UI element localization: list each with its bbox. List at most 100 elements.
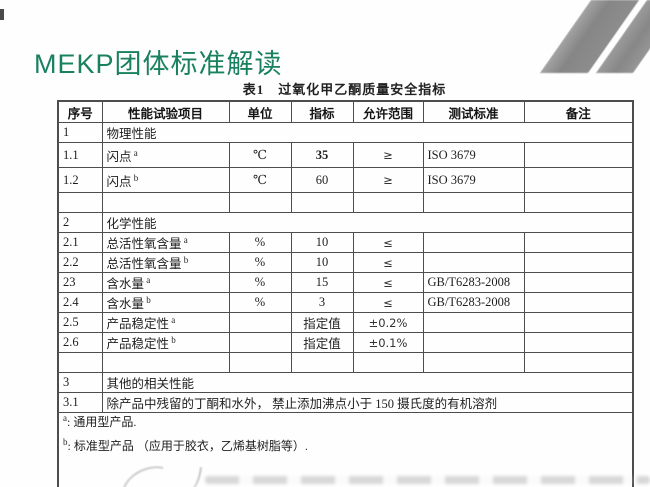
cell-empty bbox=[352, 192, 424, 213]
cell-range: ≥ bbox=[352, 142, 424, 168]
cell-no: 2.6 bbox=[57, 332, 103, 353]
cell-item: 总活性氧含量 b bbox=[101, 252, 230, 273]
cell-section-title: 物理性能 bbox=[101, 122, 634, 143]
cell-empty bbox=[101, 192, 230, 213]
cell-remark bbox=[523, 272, 634, 293]
cell-empty bbox=[422, 192, 525, 213]
cell-standard: ISO 3679 bbox=[422, 167, 525, 193]
scan-artifact bbox=[0, 9, 4, 20]
cell-no: 3.1 bbox=[57, 392, 103, 413]
cell-no: 2.5 bbox=[57, 312, 103, 333]
cell-indicator: 60 bbox=[290, 167, 354, 193]
cell-span-text: 除产品中残留的丁酮和水外， 禁止添加沸点小于 150 摄氏度的有机溶剂 bbox=[101, 392, 634, 413]
cell-item: 产品稳定性 a bbox=[101, 312, 230, 333]
table-row: 2.4 含水量 b% 3 ≤ GB/T6283-2008 bbox=[57, 292, 634, 313]
cell-range: ≤ bbox=[352, 292, 424, 313]
cell-remark bbox=[523, 292, 634, 313]
cell-no: 1.2 bbox=[57, 167, 103, 193]
cell-no: 1 bbox=[57, 122, 103, 143]
table-row: 2.6 产品稳定性 b 指定值 ±0.1% bbox=[57, 332, 634, 353]
cell-no: 23 bbox=[57, 272, 103, 293]
cell-empty bbox=[57, 352, 103, 373]
cell-no: 2.4 bbox=[57, 292, 103, 313]
column-header-indicator: 指标 bbox=[290, 100, 354, 123]
cell-indicator: 15 bbox=[290, 272, 354, 293]
cell-unit: ℃ bbox=[228, 167, 292, 193]
cell-indicator: 10 bbox=[290, 252, 354, 273]
table-row: 1.2 闪点 b ℃ 60 ≥ ISO 3679 bbox=[57, 167, 634, 193]
cell-range: ≤ bbox=[352, 272, 424, 293]
cell-item: 总活性氧含量 a bbox=[101, 232, 230, 253]
cell-empty bbox=[57, 192, 103, 213]
cell-range: ≥ bbox=[352, 167, 424, 193]
cell-empty bbox=[422, 352, 525, 373]
table-row: 1.1 闪点 a ℃ 35 ≥ ISO 3679 bbox=[57, 142, 634, 168]
cell-remark bbox=[523, 252, 634, 273]
column-header-no: 序号 bbox=[57, 100, 103, 123]
cell-standard: GB/T6283-2008 bbox=[422, 292, 525, 313]
table-row: 1 物理性能 bbox=[57, 122, 634, 143]
cell-standard bbox=[422, 332, 525, 353]
table-row: 3.1 除产品中残留的丁酮和水外， 禁止添加沸点小于 150 摄氏度的有机溶剂 bbox=[57, 392, 634, 413]
cell-empty bbox=[352, 352, 424, 373]
cell-item: 含水量 b bbox=[101, 292, 230, 313]
cell-item: 闪点 a bbox=[101, 142, 230, 168]
cell-empty bbox=[290, 192, 354, 213]
page-title: MEKP团体标准解读 bbox=[34, 49, 283, 80]
table-row: 3 其他的相关性能 bbox=[57, 372, 634, 393]
cell-no: 2.1 bbox=[57, 232, 103, 253]
cell-item: 闪点 b bbox=[101, 167, 230, 193]
cell-standard bbox=[422, 312, 525, 333]
cell-standard: GB/T6283-2008 bbox=[422, 272, 525, 293]
cell-unit: ℃ bbox=[228, 142, 292, 168]
cell-remark bbox=[523, 167, 634, 193]
cell-empty bbox=[523, 192, 634, 213]
cell-range: ±0.2% bbox=[352, 312, 424, 333]
table-body: 1 物理性能 1.1 闪点 a ℃ 35 ≥ ISO 3679 1.2 闪点 b ℃ 60 ≥ ISO 3… bbox=[57, 122, 634, 487]
cell-standard: ISO 3679 bbox=[422, 142, 525, 168]
cell-item: 含水量 a bbox=[101, 272, 230, 293]
cell-unit: % bbox=[228, 232, 292, 253]
cell-range: ≤ bbox=[352, 232, 424, 253]
table-row: 2.2 总活性氧含量 b% 10 ≤ bbox=[57, 252, 634, 273]
column-header-item: 性能试验项目 bbox=[101, 100, 230, 123]
cell-remark bbox=[523, 312, 634, 333]
cell-standard bbox=[422, 252, 525, 273]
cell-no: 2.2 bbox=[57, 252, 103, 273]
table-row: 23 含水量 a% 15 ≤ GB/T6283-2008 bbox=[57, 272, 634, 293]
standards-table: 序号 性能试验项目 单位 指标 允许范围 测试标准 备注 1 物理性能 1.1 闪点 … bbox=[57, 100, 634, 487]
cell-indicator: 10 bbox=[290, 232, 354, 253]
cell-empty bbox=[523, 352, 634, 373]
watermark-smudge bbox=[205, 476, 650, 484]
column-header-range: 允许范围 bbox=[352, 100, 424, 123]
column-header-unit: 单位 bbox=[228, 100, 292, 123]
cell-remark bbox=[523, 332, 634, 353]
cell-range: ±0.1% bbox=[352, 332, 424, 353]
table-row: 2.5 产品稳定性 a 指定值 ±0.2% bbox=[57, 312, 634, 333]
table-caption: 表1 过氧化甲乙酮质量安全指标 bbox=[242, 82, 447, 97]
cell-indicator: 指定值 bbox=[290, 312, 354, 333]
cell-unit bbox=[228, 312, 292, 333]
cell-unit bbox=[228, 332, 292, 353]
table-header-row: 序号 性能试验项目 单位 指标 允许范围 测试标准 备注 bbox=[57, 100, 634, 123]
table-row bbox=[57, 352, 634, 373]
cell-no: 2 bbox=[57, 212, 103, 233]
cell-range: ≤ bbox=[352, 252, 424, 273]
cell-indicator: 指定值 bbox=[290, 332, 354, 353]
cell-unit: % bbox=[228, 292, 292, 313]
footnote-line: b: 标准型产品 （应用于胶衣，乙烯基树脂等）. bbox=[63, 437, 308, 454]
cell-indicator: 35 bbox=[290, 142, 354, 168]
table-row bbox=[57, 192, 634, 213]
cell-section-title: 化学性能 bbox=[101, 212, 634, 233]
cell-item: 产品稳定性 b bbox=[101, 332, 230, 353]
column-header-remark: 备注 bbox=[523, 100, 634, 123]
cell-empty bbox=[228, 192, 292, 213]
cell-no: 1.1 bbox=[57, 142, 103, 168]
column-header-standard: 测试标准 bbox=[422, 100, 525, 123]
table-row: a: 通用型产品. b: 标准型产品 （应用于胶衣，乙烯基树脂等）. bbox=[57, 412, 634, 487]
cell-empty bbox=[101, 352, 230, 373]
cell-standard bbox=[422, 232, 525, 253]
cell-unit: % bbox=[228, 252, 292, 273]
cell-no: 3 bbox=[57, 372, 103, 393]
